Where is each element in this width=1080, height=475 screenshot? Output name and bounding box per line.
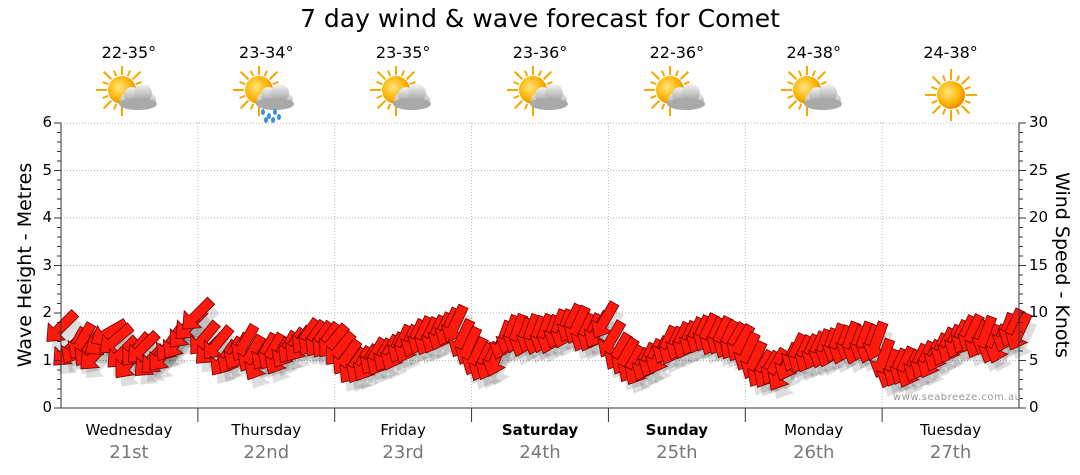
sun-cloud-icon <box>779 64 849 124</box>
wind-arrow <box>203 324 235 360</box>
day-temp-range: 23-36° <box>512 43 568 62</box>
chart-title: 7 day wind & wave forecast for Comet <box>300 4 780 33</box>
day-name-label: Thursday <box>231 421 302 439</box>
y-right-tick-label: 5 <box>1029 350 1039 369</box>
wind-arrow-shadow <box>175 322 205 357</box>
day-name-label: Monday <box>784 421 844 439</box>
wind-arrow-shadow <box>589 319 618 357</box>
wind-arrow-shadow <box>168 331 198 367</box>
day-name-label: Tuesday <box>920 421 982 439</box>
day-date-label: 25th <box>656 442 698 463</box>
wind-arrows <box>46 296 1033 391</box>
day-temp-range: 22-36° <box>649 43 705 62</box>
day-temp-range: 22-35° <box>101 43 157 62</box>
wind-arrow <box>99 322 135 354</box>
day-name-label: Saturday <box>501 421 579 439</box>
day-date-label: 21st <box>109 442 149 463</box>
wind-arrow-shadow <box>596 309 624 347</box>
y-right-label: Wind Speed - Knots <box>1051 172 1073 358</box>
y-right-tick-label: 20 <box>1029 208 1049 226</box>
day-date-label: 26th <box>793 442 835 463</box>
day-temp-range: 23-34° <box>239 43 294 62</box>
day-date-label: 24th <box>519 442 561 463</box>
y-right-tick-label: 25 <box>1029 160 1049 179</box>
sun-cloud-rain-icon <box>231 64 301 124</box>
y-left-tick-label: 3 <box>42 255 52 274</box>
sun-cloud-icon <box>94 64 164 124</box>
sun-cloud-icon <box>505 64 575 124</box>
day-date-label: 23rd <box>382 442 424 463</box>
y-right-tick-label: 0 <box>1029 398 1039 416</box>
day-date-label: 22nd <box>243 442 290 463</box>
y-left-tick-label: 0 <box>42 398 52 416</box>
y-left-tick-label: 4 <box>42 208 52 226</box>
day-name-label: Wednesday <box>85 421 173 439</box>
wind-arrow <box>590 300 620 339</box>
y-left-tick-label: 5 <box>42 160 52 179</box>
y-left-tick-label: 6 <box>42 113 52 131</box>
y-right-tick-label: 15 <box>1029 255 1049 274</box>
y-right-tick-label: 30 <box>1029 113 1049 131</box>
sun-cloud-icon <box>642 64 712 124</box>
day-temp-range: 24-38° <box>923 43 978 62</box>
day-temp-range: 23-35° <box>375 43 431 62</box>
day-name-label: Sunday <box>645 421 709 439</box>
wind-arrow <box>127 329 161 363</box>
sun-icon <box>916 66 986 124</box>
wind-arrow-shadow <box>180 315 213 348</box>
y-right-tick-label: 10 <box>1029 303 1049 321</box>
wind-arrow-shadow <box>1010 320 1037 360</box>
wind-arrow-shadow <box>187 306 220 339</box>
y-left-tick-label: 2 <box>42 303 52 321</box>
day-date-label: 27th <box>929 442 972 463</box>
wind-arrow <box>441 303 469 344</box>
sun-cloud-icon <box>368 64 438 124</box>
y-left-label: Wave Height - Metres <box>14 162 36 368</box>
day-temp-range: 24-38° <box>786 43 841 62</box>
axes <box>54 122 1026 422</box>
wind-arrow <box>182 296 216 330</box>
wind-arrow <box>597 319 627 358</box>
day-name-label: Friday <box>380 421 426 439</box>
wind-arrow-shadow <box>51 318 84 351</box>
credit-text: www.seabreeze.com.au <box>893 392 1022 403</box>
y-left-tick-label: 1 <box>42 350 52 369</box>
